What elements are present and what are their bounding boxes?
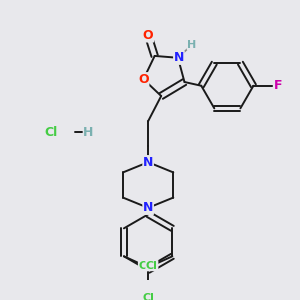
Text: Cl: Cl: [45, 126, 58, 139]
Text: N: N: [174, 51, 184, 64]
Text: F: F: [273, 79, 282, 92]
Text: N: N: [143, 156, 153, 169]
Text: Cl: Cl: [146, 261, 158, 271]
Text: Cl: Cl: [139, 261, 150, 271]
Text: H: H: [83, 126, 94, 139]
Text: O: O: [138, 73, 149, 86]
Text: H: H: [187, 40, 196, 50]
Text: Cl: Cl: [142, 293, 154, 300]
Text: O: O: [143, 29, 153, 42]
Text: N: N: [143, 201, 153, 214]
